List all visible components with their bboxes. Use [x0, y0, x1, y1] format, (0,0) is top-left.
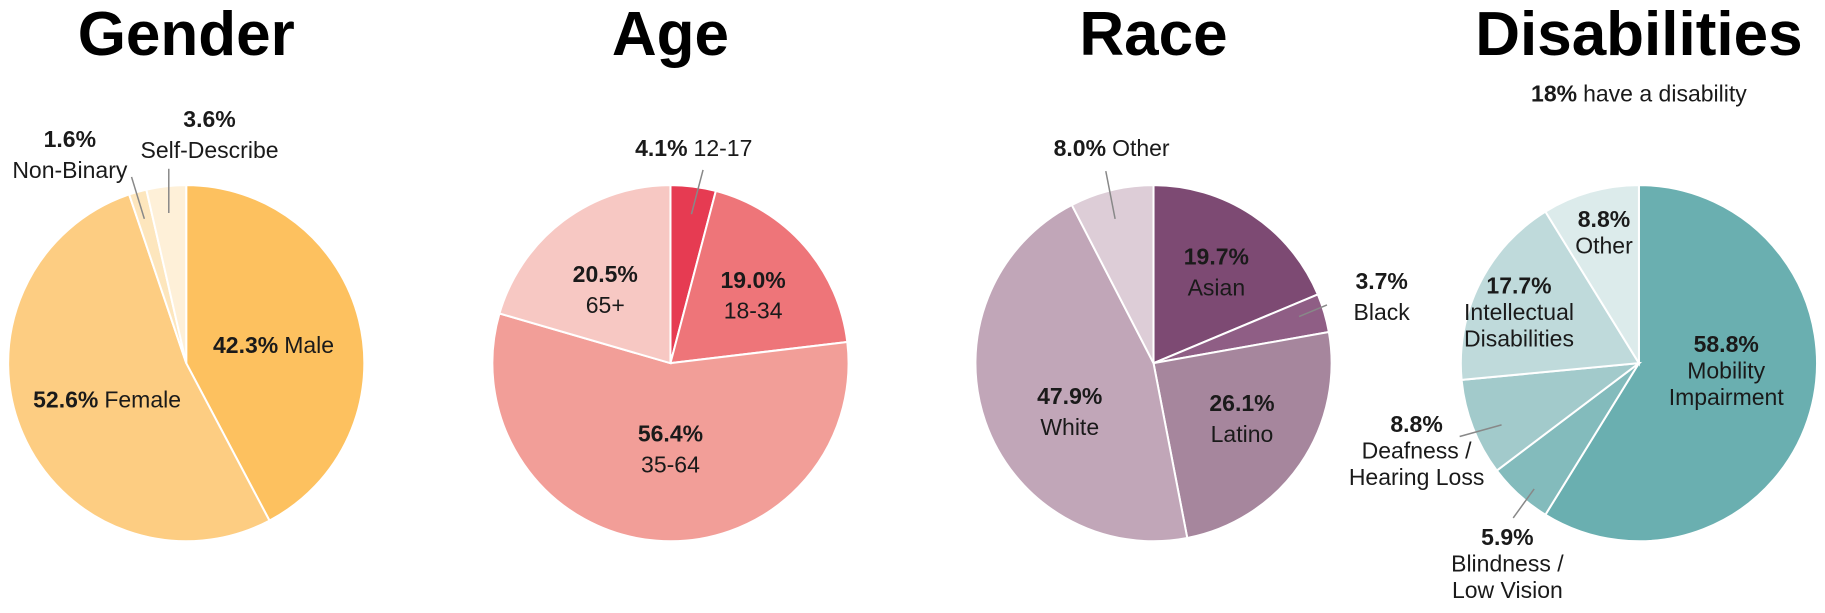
- slice-category-label: Intellectual: [1464, 299, 1574, 325]
- slice-value-label: 19.7%: [1184, 243, 1249, 269]
- pie-slice: [1544, 184, 1640, 367]
- slice-value-label: 56.4%: [638, 420, 703, 446]
- pie-slice: [974, 203, 1189, 543]
- slice-category-label: Self-Describe: [140, 137, 278, 163]
- leader-line: [1105, 170, 1116, 219]
- slice-category-label: Non-Binary: [12, 157, 128, 183]
- slice-value-label: 8.0%: [1054, 135, 1106, 161]
- slice-label: 4.1% 12-17: [635, 135, 752, 161]
- slice-category-label: Disabilities: [1464, 326, 1574, 352]
- slice-category-label: Low Vision: [1452, 577, 1563, 603]
- leader-line: [690, 169, 704, 215]
- pie-slice: [1459, 210, 1641, 382]
- leader-line: [1298, 304, 1328, 318]
- slice-value-label: 8.8%: [1578, 206, 1630, 232]
- subtitle-part: have a disability: [1583, 81, 1747, 107]
- slice-value-label: 3.7%: [1355, 268, 1407, 294]
- slice-category-label: White: [1040, 414, 1099, 440]
- slice-category-label: Other: [1112, 135, 1170, 161]
- pie-slice: [185, 184, 366, 522]
- pie-slice: [1460, 361, 1643, 472]
- pie-slice: [669, 189, 849, 365]
- slice-category-label: Blindness /: [1451, 551, 1564, 577]
- pie-chart: Race 19.7% Asian 3.7% Black 26.1% Latino 47.9% W…: [974, 0, 1411, 543]
- slice-value-label: 20.5%: [573, 261, 638, 287]
- slice-value-label: 42.3%: [213, 332, 278, 358]
- pie-chart: Age 4.1% 12-17 19.0% 18-34 56.4% 35-64 20.5% 65+: [491, 0, 850, 543]
- subtitle-part: 18%: [1531, 81, 1577, 107]
- slice-category-label: 18-34: [724, 298, 783, 324]
- chart-title: Age: [612, 0, 729, 69]
- pie-slice: [498, 184, 672, 365]
- slice-category-label: Impairment: [1669, 384, 1785, 410]
- pie-chart: Disabilities 18% have a disability 58.8%Mob…: [1349, 0, 1818, 603]
- slice-category-label: 12-17: [694, 135, 753, 161]
- slice-category-label: 35-64: [641, 451, 700, 477]
- pie-slice: [1070, 184, 1155, 364]
- slice-value-label: 4.1%: [635, 135, 687, 161]
- chart-title: Race: [1079, 0, 1227, 69]
- pie-slice: [145, 184, 188, 364]
- slice-value-label: 19.0%: [720, 267, 785, 293]
- slice-value-label: 17.7%: [1486, 273, 1551, 299]
- leader-line: [1512, 488, 1535, 519]
- slice-label: 8.0% Other: [1054, 135, 1170, 161]
- slice-label: 42.3% Male: [213, 332, 334, 358]
- chart-subtitle: 18% have a disability: [1531, 81, 1747, 107]
- slice-value-label: 47.9%: [1037, 383, 1102, 409]
- slice-label: 52.6% Female: [33, 387, 181, 413]
- slice-category-label: Hearing Loss: [1349, 464, 1485, 490]
- slice-category-label: Mobility: [1687, 357, 1765, 383]
- chart-title: Gender: [78, 0, 295, 69]
- pie-chart: Gender 42.3% Male 52.6% Female 1.6% Non-Binary…: [7, 0, 366, 543]
- pie-slice: [1152, 330, 1333, 540]
- slice-value-label: 52.6%: [33, 387, 98, 413]
- chart-title: Disabilities: [1475, 0, 1802, 69]
- leader-line: [130, 176, 146, 220]
- slice-category-label: Other: [1575, 233, 1633, 259]
- slice-value-label: 1.6%: [44, 126, 96, 152]
- pie-slice: [1544, 184, 1818, 543]
- slice-category-label: Latino: [1211, 421, 1274, 447]
- pie-slice: [7, 193, 271, 543]
- slice-category-label: 65+: [586, 292, 625, 318]
- slice-category-label: Black: [1354, 299, 1411, 325]
- slice-category-label: Asian: [1188, 274, 1246, 300]
- slice-category-label: Male: [284, 332, 334, 358]
- slice-value-label: 3.6%: [183, 106, 235, 132]
- pie-slice: [491, 312, 850, 543]
- slice-value-label: 5.9%: [1481, 524, 1533, 550]
- slice-value-label: 58.8%: [1694, 331, 1759, 357]
- slice-category-label: Deafness /: [1362, 438, 1473, 464]
- leader-line: [1459, 424, 1502, 438]
- slice-value-label: 8.8%: [1390, 411, 1442, 437]
- slice-category-label: Female: [104, 387, 181, 413]
- pie-slice: [1152, 184, 1320, 365]
- slice-value-label: 26.1%: [1209, 390, 1274, 416]
